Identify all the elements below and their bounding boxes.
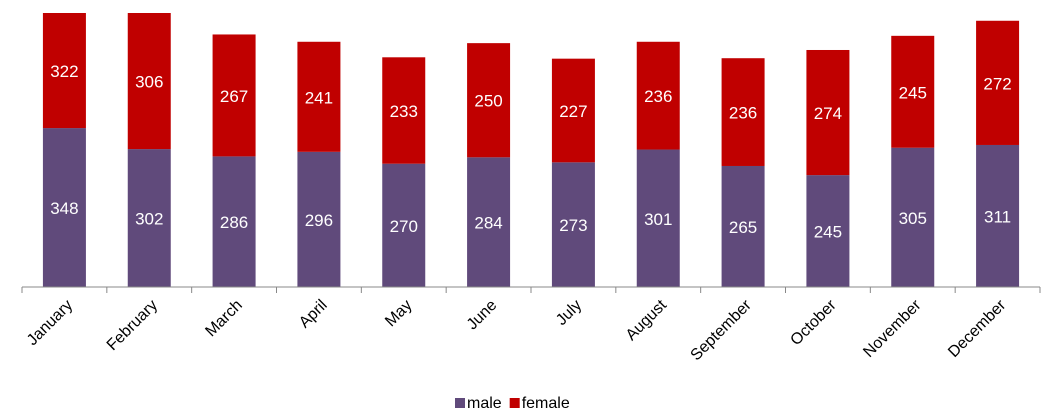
data-label: 348 [50, 199, 78, 218]
data-label: 245 [899, 83, 927, 102]
x-tick-label: October [787, 296, 840, 349]
data-label: 245 [814, 223, 842, 242]
bar-segment [382, 57, 426, 164]
data-label: 286 [220, 213, 248, 232]
x-tick-label: February [104, 297, 161, 354]
data-label: 265 [729, 218, 757, 237]
data-label: 311 [984, 207, 1011, 226]
bar-segment [721, 58, 765, 166]
bar-segment [891, 35, 935, 148]
data-label: 296 [305, 211, 333, 230]
bar-segment [212, 156, 256, 287]
data-label: 241 [305, 88, 333, 107]
x-tick-label: March [202, 297, 245, 340]
data-label: 267 [220, 87, 248, 106]
bar-segment [721, 165, 765, 287]
data-label: 227 [559, 102, 587, 121]
data-label: 270 [390, 217, 418, 236]
bar-segment [636, 149, 680, 287]
bar-segment [806, 49, 850, 176]
bar-segment [212, 34, 256, 157]
bar-segment [976, 20, 1020, 145]
x-tick-label: August [623, 296, 671, 344]
bar-segment [806, 175, 850, 287]
bar-segment [382, 163, 426, 287]
bar-segment [976, 144, 1020, 287]
legend-label: male [467, 395, 502, 412]
bar-segment [127, 149, 171, 287]
data-label: 322 [50, 62, 78, 81]
data-label: 236 [729, 104, 757, 123]
plot-area [42, 13, 1020, 287]
bar-segment [467, 43, 511, 158]
data-label: 284 [474, 214, 502, 233]
data-label: 306 [135, 73, 163, 92]
bar-segment [467, 157, 511, 287]
data-label: 273 [559, 216, 587, 235]
data-label: 301 [644, 210, 672, 229]
data-label: 250 [474, 92, 502, 111]
bar-segment [127, 13, 171, 150]
x-tick-label: June [464, 297, 501, 334]
legend-swatch [509, 398, 520, 408]
bar-segment [891, 147, 935, 287]
bar-segment [636, 41, 680, 150]
data-label: 272 [983, 74, 1011, 93]
x-tick-label: April [296, 297, 331, 332]
x-tick-label: November [860, 296, 925, 361]
bar-segment [551, 58, 595, 163]
data-label: 233 [390, 102, 418, 121]
bar-segment [42, 13, 86, 129]
data-label: 305 [899, 209, 927, 228]
x-tick-label: December [945, 296, 1010, 361]
legend-swatch [455, 398, 465, 408]
x-tick-label: September [688, 296, 756, 364]
data-label: 302 [135, 210, 163, 229]
x-tick-label: July [553, 297, 585, 329]
bar-segment [551, 162, 595, 287]
bar-segment [297, 151, 341, 287]
data-label: 274 [814, 104, 842, 123]
x-tick-label: January [24, 297, 76, 349]
bar-segment [42, 128, 86, 287]
bar-segment [297, 41, 341, 152]
x-tick-label: May [382, 297, 415, 330]
data-label: 236 [644, 87, 672, 106]
legend-label: female [522, 395, 570, 412]
